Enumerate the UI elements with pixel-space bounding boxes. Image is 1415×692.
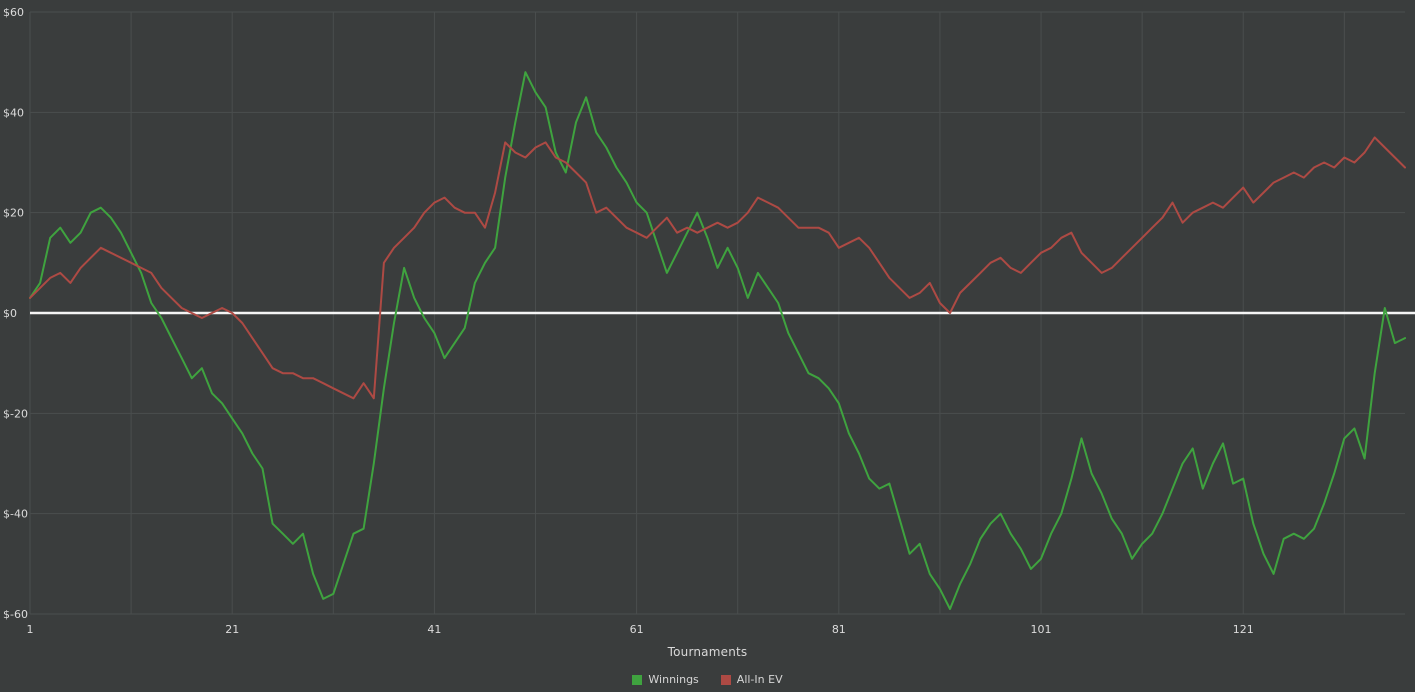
x-tick-label: 121 <box>1233 623 1254 636</box>
legend-item-winnings[interactable]: Winnings <box>632 673 699 686</box>
x-axis-title: Tournaments <box>667 645 748 659</box>
y-tick-label: $-40 <box>3 508 28 521</box>
y-tick-label: $-20 <box>3 407 28 420</box>
y-tick-label: $60 <box>3 6 24 19</box>
y-tick-label: $20 <box>3 207 24 220</box>
x-tick-label: 61 <box>630 623 644 636</box>
y-tick-label: $40 <box>3 106 24 119</box>
x-tick-label: 81 <box>832 623 846 636</box>
all-in-ev-line <box>29 136 1406 400</box>
winnings-line <box>29 71 1406 610</box>
legend-allin-ev-label: All-In EV <box>736 673 783 686</box>
y-tick-label: $0 <box>3 307 17 320</box>
y-tick-label: $-60 <box>3 608 28 621</box>
x-tick-label: 101 <box>1031 623 1052 636</box>
legend-winnings-label: Winnings <box>648 673 699 686</box>
allin-ev-swatch-icon <box>720 674 731 685</box>
legend: Winnings All-In EV <box>0 673 1415 686</box>
winnings-swatch-icon <box>632 674 643 685</box>
x-tick-label: 41 <box>427 623 441 636</box>
legend-item-allin-ev[interactable]: All-In EV <box>720 673 783 686</box>
x-tick-label: 21 <box>225 623 239 636</box>
x-tick-label: 1 <box>27 623 34 636</box>
